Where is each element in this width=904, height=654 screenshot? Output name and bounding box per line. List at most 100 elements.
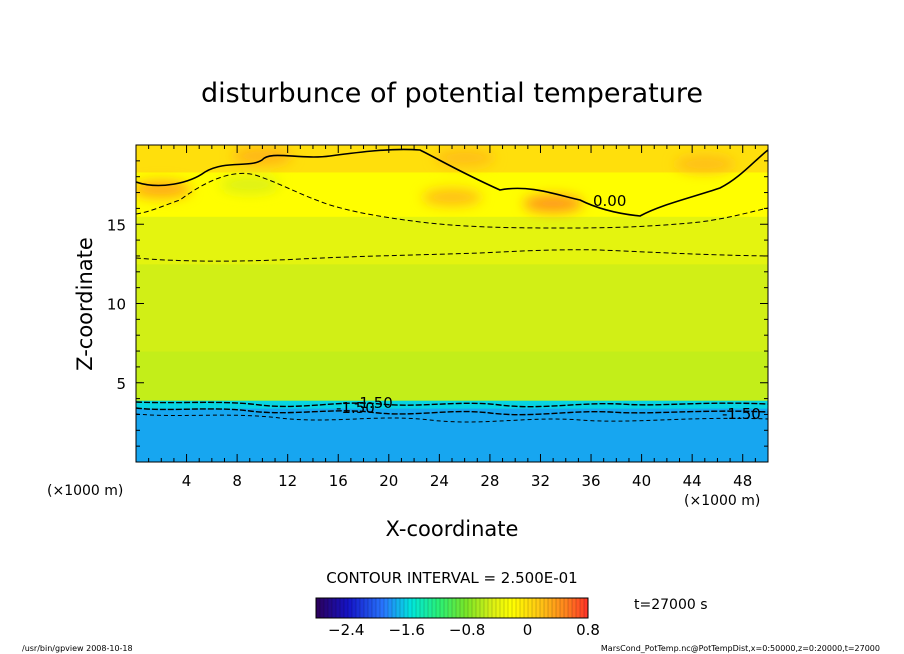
contour-dashed-13 [136,249,768,262]
colorbar-swatch [452,598,457,618]
colorbar-tick-label: −0.8 [449,621,485,639]
colorbar-swatch [396,598,401,618]
field-anomaly [422,188,482,207]
y-tick-label: 5 [116,375,126,393]
y-tick-label: 15 [107,216,126,234]
colorbar-swatch [564,598,569,618]
footer-right: MarsCond_PotTemp.nc@PotTempDist,x=0:5000… [601,644,880,653]
colorbar-swatch [408,598,413,618]
field-band [136,263,768,352]
field-anomaly [434,148,495,167]
colorbar-swatch [376,598,381,618]
colorbar-swatch [480,598,485,618]
colorbar-swatch [476,598,481,618]
colorbar-swatch [412,598,417,618]
x-tick-label: 8 [232,472,242,490]
contour-dashed-boundary-b [136,407,768,416]
field-band [136,400,768,409]
x-tick-label: 48 [733,472,752,490]
colorbar-swatch [400,598,405,618]
colorbar-swatch [568,598,573,618]
y-tick-label: 10 [107,296,126,314]
colorbar-tick-label: −2.4 [328,621,364,639]
colorbar-swatch [360,598,365,618]
colorbar-frame [315,597,589,619]
colorbar-swatch [356,598,361,618]
x-axis: 4 8 12 16 20 24 28 32 36 40 44 48 [148,145,756,490]
x-tick-label: 12 [278,472,297,490]
colorbar-swatch [388,598,393,618]
y-axis: 5 10 15 [107,160,768,447]
colorbar-swatch [528,598,533,618]
x-tick-label: 36 [581,472,600,490]
colorbar-swatch [500,598,505,618]
contour-label: -1.50 [722,405,761,423]
x-tick-label: 20 [379,472,398,490]
colorbar-swatch [496,598,501,618]
colorbar-swatch [332,598,337,618]
field-band [136,408,768,462]
x-tick-label: 44 [683,472,702,490]
colorbar-swatch [384,598,389,618]
colorbar-swatch [420,598,425,618]
colorbar-swatch [456,598,461,618]
colorbar-swatch [468,598,473,618]
colorbar: −2.4 −1.6 −0.8 0 0.8 [315,597,600,639]
colorbar-swatch [584,598,589,618]
colorbar-tick-label: 0 [523,621,533,639]
colorbar-swatch [556,598,561,618]
contour-dashed-15.8 [136,172,768,229]
x-unit-label: (×1000 m) [684,493,760,509]
colorbar-swatch [316,598,321,618]
colorbar-swatch [524,598,529,618]
x-tick-label: 32 [531,472,550,490]
colorbar-swatch [504,598,509,618]
colorbar-swatch [460,598,465,618]
colorbar-swatch [416,598,421,618]
colorbar-swatch [368,598,373,618]
footer-left: /usr/bin/gpview 2008-10-18 [22,644,133,653]
colorbar-swatch [444,598,449,618]
field-anomalies [136,147,735,213]
colorbar-swatch [576,598,581,618]
colorbar-swatch [540,598,545,618]
field-anomaly [232,147,293,166]
plot-area [136,145,768,462]
contour-dashed-boundary-c [136,413,768,423]
field-anomaly [523,194,584,213]
colorbar-swatch [548,598,553,618]
colorbar-swatch [572,598,577,618]
field-band [136,216,768,265]
colorbar-swatch [340,598,345,618]
colorbar-swatch [508,598,513,618]
colorbar-swatch [516,598,521,618]
y-axis-title: Z-coordinate [73,237,97,371]
field-anomaly [674,155,735,174]
colorbar-swatch [404,598,409,618]
colorbar-swatch [320,598,325,618]
colorbar-tick-label: −1.6 [388,621,424,639]
colorbar-swatch [428,598,433,618]
chart-title: disturbunce of potential temperature [201,78,703,109]
colorbar-swatch [484,598,489,618]
colorbar-swatch [392,598,397,618]
colorbar-swatch [464,598,469,618]
contour-label: -1.50 [354,394,393,412]
colorbar-swatch [512,598,517,618]
x-tick-label: 24 [430,472,449,490]
time-text: t=27000 s [634,597,708,613]
colorbar-swatch [536,598,541,618]
x-tick-label: 40 [632,472,651,490]
y-unit-label: (×1000 m) [47,483,123,499]
colorbar-swatch [440,598,445,618]
contour-label: -1.50 [336,399,375,417]
contour-lines [136,148,768,423]
colorbar-swatch [544,598,549,618]
colorbar-swatch [472,598,477,618]
x-tick-label: 4 [182,472,192,490]
colorbar-swatch [380,598,385,618]
colorbar-swatch [372,598,377,618]
colorbar-swatch [324,598,329,618]
colorbar-swatch [552,598,557,618]
